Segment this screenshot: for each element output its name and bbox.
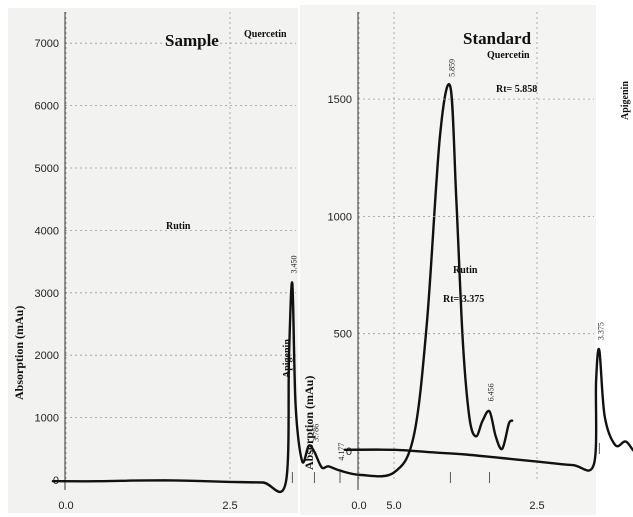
y-tick-label: 1500 [328,94,352,106]
retention-time-label: 3.375 [596,322,605,340]
x-tick-label: 0.0 [351,500,366,512]
sample-grid [65,12,395,482]
standard-title: Standard [463,29,532,48]
standard-chart: 0 500 1000 1500 0.0 2.5 5.0 3.3755.8586.414 St… [302,12,633,512]
sample-trace [51,83,514,494]
x-tick-label: 2.5 [222,500,237,512]
sample-peak-markers [291,472,490,483]
x-tick-label: 2.5 [529,500,544,512]
standard-quercetin-label: Quercetin [487,50,530,61]
apigenin-label: Apigenin [282,339,293,378]
standard-panel-background [300,5,596,515]
standard-tick-labels: 0 500 1000 1500 0.0 2.5 5.0 [328,94,545,512]
y-tick-label: 2000 [35,350,59,362]
y-tick-label: 3000 [35,288,59,300]
standard-apigenin-label: Apigenin [620,81,631,120]
quercetin-label: Quercetin [244,29,287,40]
sample-panel-background [8,8,298,513]
standard-rutin-label: Rutin [453,265,478,276]
sample-retention-labels: 3.450 3.786 4.177 5.859 6.456 [289,59,495,461]
y-tick-label: 7000 [35,38,59,50]
y-tick-label: 0 [346,446,352,458]
sample-chart: 0 1000 2000 3000 4000 5000 6000 7000 0.0 2.5 5.0 3… [12,12,514,512]
y-tick-label: 4000 [35,225,59,237]
standard-peak-markers [598,443,600,454]
standard-quercetin-rt-annotation: Rt= 5.858 [496,84,537,95]
y-tick-label: 500 [334,329,352,341]
retention-time-label: 5.859 [447,59,456,77]
y-tick-label: 6000 [35,101,59,113]
standard-retention-labels: 3.3755.8586.414 [596,322,605,340]
standard-rutin-rt-annotation: Rt= 3.375 [443,294,484,305]
y-tick-label: 5000 [35,163,59,175]
sample-y-axis-label: Absorption (mAu) [12,306,26,400]
retention-time-label: 6.456 [487,383,496,401]
x-tick-label: 5.0 [386,500,401,512]
retention-time-label: 4.177 [337,443,346,461]
standard-trace [343,347,633,472]
x-tick-label: 0.0 [58,500,73,512]
y-tick-label: 1000 [35,413,59,425]
retention-time-label: 3.786 [311,424,320,442]
y-tick-label: 1000 [328,211,352,223]
sample-title: Sample [165,31,219,50]
retention-time-label: 3.450 [289,255,298,273]
standard-y-axis-label: Absorption (mAu) [302,376,316,470]
standard-grid [358,12,594,482]
rutin-label: Rutin [166,221,191,232]
